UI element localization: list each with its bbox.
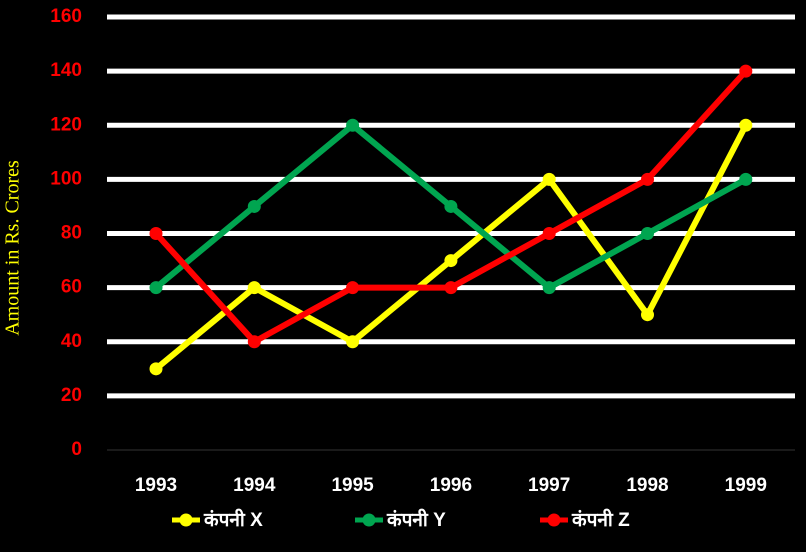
- data-point: [641, 308, 654, 322]
- y-tick-label: 80: [61, 223, 82, 244]
- data-point: [346, 118, 360, 132]
- legend-marker: [362, 513, 376, 527]
- data-point: [641, 172, 654, 186]
- data-point: [247, 281, 261, 295]
- data-point: [542, 172, 556, 186]
- data-point: [149, 281, 163, 295]
- legend-label: कंपनी Y: [386, 508, 446, 531]
- y-tick-label: 0: [71, 439, 82, 460]
- legend-label: कंपनी X: [203, 508, 263, 531]
- y-tick-label: 100: [50, 168, 82, 189]
- x-tick-label: 1997: [528, 475, 570, 496]
- x-tick-label: 1998: [626, 475, 668, 496]
- legend-label: कंपनी Z: [571, 508, 630, 531]
- data-point: [247, 199, 261, 213]
- data-point: [542, 227, 556, 240]
- y-tick-label: 140: [50, 60, 82, 81]
- data-point: [739, 172, 753, 186]
- y-tick-label: 20: [61, 385, 82, 406]
- legend-marker: [547, 513, 561, 527]
- y-axis-label: Amount in Rs. Crores: [2, 160, 24, 336]
- data-point: [346, 335, 360, 349]
- y-tick-label: 60: [61, 277, 82, 298]
- x-tick-label: 1995: [331, 475, 374, 496]
- y-tick-label: 120: [50, 114, 82, 135]
- x-tick-label: 1996: [430, 475, 472, 496]
- data-point: [739, 64, 753, 78]
- y-tick-label: 160: [50, 6, 82, 27]
- data-point: [444, 254, 458, 268]
- data-point: [641, 227, 654, 240]
- x-tick-label: 1994: [233, 475, 276, 496]
- data-point: [542, 281, 556, 295]
- x-tick-label: 1999: [725, 475, 767, 496]
- data-point: [346, 281, 360, 295]
- data-point: [739, 118, 753, 132]
- legend-marker: [179, 513, 193, 527]
- x-tick-label: 1993: [135, 475, 177, 496]
- data-point: [444, 281, 458, 295]
- data-point: [247, 335, 261, 349]
- data-point: [444, 199, 458, 213]
- y-tick-label: 40: [61, 331, 82, 352]
- data-point: [149, 227, 163, 240]
- data-point: [149, 362, 163, 376]
